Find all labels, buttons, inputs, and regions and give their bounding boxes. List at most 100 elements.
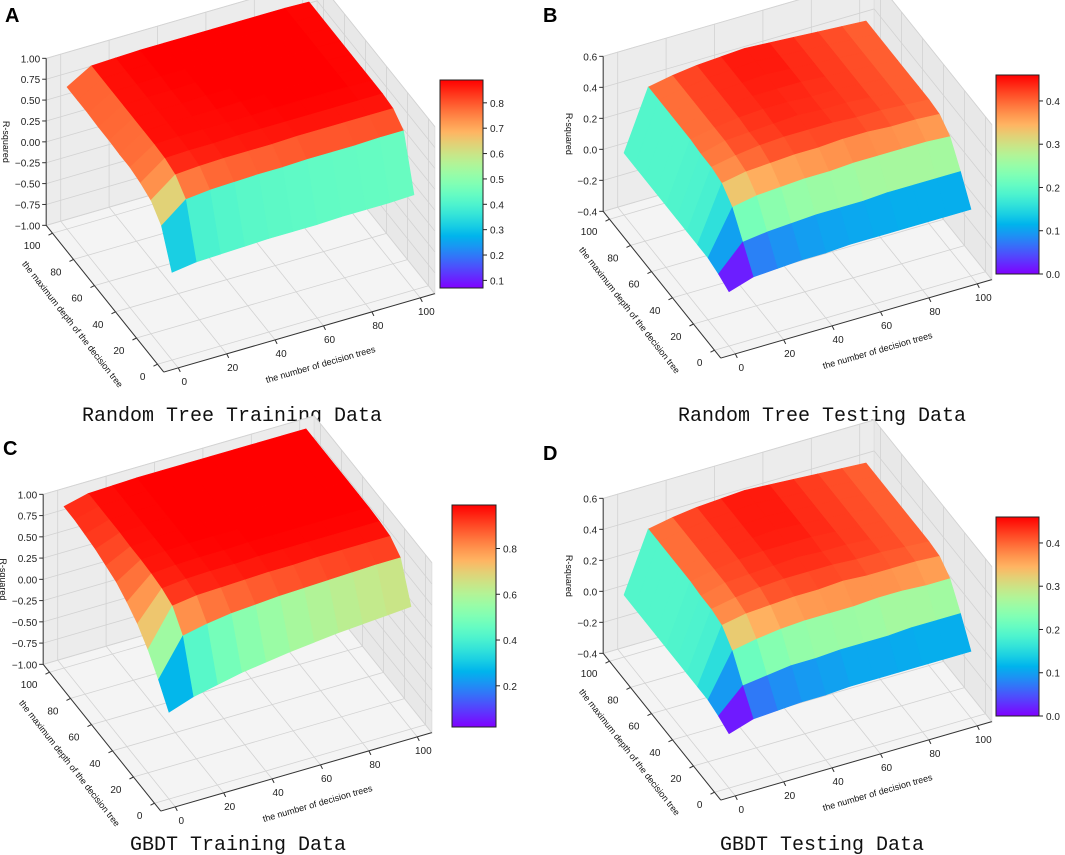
- x-tick: [368, 750, 372, 756]
- y-tick-label: 80: [47, 706, 59, 717]
- x-tick: [419, 297, 423, 303]
- z-tick-label: −0.75: [15, 200, 41, 211]
- y-tick-label: 20: [670, 332, 682, 343]
- x-tick: [274, 339, 278, 345]
- colorbar: [995, 74, 1040, 275]
- colorbar-tick-label: 0.4: [1046, 539, 1060, 550]
- colorbar-tick-label: 0.2: [490, 251, 504, 262]
- x-tick-label: 80: [929, 749, 941, 760]
- gridline: [603, 8, 875, 88]
- x-tick: [320, 764, 323, 770]
- surface-quad: [158, 635, 194, 713]
- y-tick: [626, 244, 631, 248]
- x-tick-label: 80: [372, 321, 384, 332]
- z-axis-label: R-squared: [564, 555, 574, 597]
- x-tick-label: 20: [784, 791, 796, 802]
- x-tick-label: 20: [784, 349, 796, 360]
- gridline: [136, 259, 408, 339]
- colorbar-tick-label: 0.3: [1046, 140, 1060, 151]
- x-tick: [371, 311, 375, 317]
- colorbar-tick-label: 0.3: [1046, 582, 1060, 593]
- x-tick: [223, 792, 227, 798]
- x-tick-label: 100: [975, 293, 992, 304]
- y-tick-label: 100: [21, 680, 38, 691]
- x-tick: [928, 739, 932, 745]
- z-tick-label: 0.00: [21, 138, 41, 149]
- y-tick: [605, 218, 610, 222]
- x-tick-label: 0: [739, 805, 745, 816]
- y-tick-label: 0: [140, 372, 146, 383]
- gridline: [313, 436, 433, 585]
- y-tick: [605, 660, 610, 664]
- x-axis-line: [160, 732, 432, 812]
- x-tick: [928, 297, 932, 303]
- x-tick: [226, 353, 230, 359]
- y-tick-label: 60: [68, 733, 80, 744]
- gridline: [672, 219, 944, 299]
- x-tick: [783, 781, 787, 787]
- panel-d: 0 20 40 60 80 100 0 20 40 60 80 100 −0.4 −0.2 0.0 0.2 0.…: [543, 418, 1060, 855]
- x-tick: [416, 736, 420, 742]
- x-axis-line: [720, 721, 992, 801]
- z-tick-label: 0.75: [18, 512, 38, 523]
- y-tick: [668, 297, 673, 301]
- y-tick: [111, 311, 116, 315]
- x-tick: [783, 339, 787, 345]
- gridline: [714, 713, 986, 793]
- y-axis-line: [42, 664, 162, 812]
- z-tick-label: 0.50: [18, 533, 38, 544]
- panel-a: 0 20 40 60 80 100 0 20 40 60 80 100 −1.00 −0.75 −0.50 −…: [1, 0, 504, 428]
- z-tick-label: −0.2: [577, 618, 597, 629]
- y-tick-label: 80: [50, 267, 62, 278]
- y-tick-label: 0: [137, 811, 143, 822]
- gridline: [91, 645, 363, 725]
- colorbar-tick-label: 0.6: [503, 590, 517, 601]
- y-axis-line: [602, 653, 722, 801]
- z-tick-label: −0.25: [15, 159, 41, 170]
- y-tick-label: 80: [607, 695, 619, 706]
- surface-quad: [718, 685, 754, 735]
- x-tick: [174, 806, 178, 812]
- z-tick-label: 0.2: [583, 114, 597, 125]
- z-tick-label: 0.00: [18, 575, 38, 586]
- gridline: [316, 0, 436, 148]
- z-axis-label: R-squared: [564, 113, 574, 155]
- y-tick-label: 40: [649, 748, 661, 759]
- colorbar-tick-label: 0.0: [1046, 270, 1060, 281]
- x-tick: [880, 753, 883, 759]
- y-axis-line: [45, 225, 165, 373]
- gridline: [693, 687, 965, 767]
- panel-letter: D: [543, 443, 557, 465]
- y-tick-label: 60: [628, 722, 640, 733]
- gridline: [105, 645, 225, 794]
- x-tick-label: 100: [415, 746, 432, 757]
- y-tick-label: 20: [113, 346, 125, 357]
- y-tick: [45, 671, 50, 675]
- colorbar: [439, 79, 484, 289]
- y-tick-label: 100: [581, 227, 598, 238]
- gridline: [43, 415, 315, 495]
- y-tick-label: 40: [649, 306, 661, 317]
- y-tick-label: 40: [92, 320, 104, 331]
- panel-c: 0 20 40 60 80 100 0 20 40 60 80 100 −1.00 −0.75 −0.50 −…: [0, 414, 517, 855]
- gridline: [115, 233, 387, 313]
- x-axis-line: [720, 279, 992, 359]
- gridline: [603, 0, 800, 57]
- x-tick-label: 100: [418, 307, 435, 318]
- z-axis-label: R-squared: [1, 121, 11, 163]
- colorbar-tick-label: 0.8: [503, 544, 517, 555]
- y-tick: [153, 363, 158, 367]
- z-tick-label: 0.6: [583, 52, 597, 63]
- z-tick-label: −0.4: [577, 207, 597, 218]
- z-tick-label: 0.25: [18, 554, 38, 565]
- colorbar-tick-label: 0.4: [490, 200, 504, 211]
- surface: [623, 20, 972, 293]
- z-tick-label: 1.00: [18, 490, 38, 501]
- y-tick: [150, 802, 155, 806]
- y-tick: [132, 337, 137, 341]
- panel-title: GBDT Training Data: [130, 834, 346, 855]
- y-tick: [647, 271, 652, 275]
- gridline: [693, 245, 965, 325]
- z-tick-label: 0.4: [583, 83, 597, 94]
- gridline: [873, 8, 993, 156]
